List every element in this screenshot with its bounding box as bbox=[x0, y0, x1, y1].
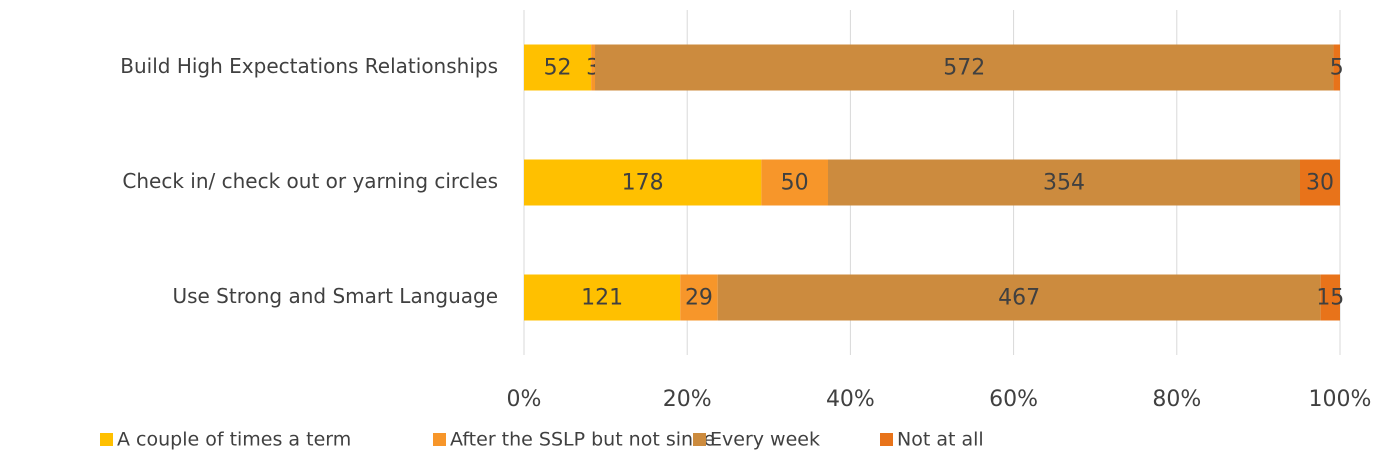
data-label: 572 bbox=[943, 56, 985, 81]
data-label: 15 bbox=[1316, 286, 1344, 311]
bar-segment bbox=[1333, 44, 1340, 91]
data-label: 121 bbox=[581, 286, 623, 311]
bar-segment bbox=[717, 274, 1321, 321]
data-label: 5 bbox=[1330, 56, 1344, 81]
y-tick-label: Use Strong and Smart Language bbox=[172, 284, 498, 308]
data-label: 30 bbox=[1306, 171, 1334, 196]
legend-swatch bbox=[433, 433, 446, 446]
x-tick-label: 40% bbox=[826, 387, 875, 412]
bar-segment bbox=[1320, 274, 1340, 321]
legend-label: A couple of times a term bbox=[117, 429, 351, 451]
legend-swatch bbox=[693, 433, 706, 446]
x-tick-label: 0% bbox=[507, 387, 542, 412]
x-tick-label: 80% bbox=[1152, 387, 1201, 412]
x-tick-label: 100% bbox=[1309, 387, 1372, 412]
legend-label: Not at all bbox=[897, 429, 984, 451]
bar-segment bbox=[591, 44, 596, 91]
legend-label: After the SSLP but not since bbox=[450, 429, 715, 451]
bar-segment bbox=[524, 44, 592, 91]
data-label: 50 bbox=[781, 171, 809, 196]
x-tick-label: 20% bbox=[663, 387, 712, 412]
data-label: 467 bbox=[998, 286, 1040, 311]
y-tick-label: Check in/ check out or yarning circles bbox=[122, 169, 498, 193]
legend-swatch bbox=[880, 433, 893, 446]
data-label: 52 bbox=[544, 56, 572, 81]
bar-segment bbox=[761, 159, 828, 206]
legend-swatch bbox=[100, 433, 113, 446]
y-tick-label: Build High Expectations Relationships bbox=[120, 54, 498, 78]
legend-label: Every week bbox=[710, 429, 820, 451]
bar-segment bbox=[680, 274, 718, 321]
x-tick-label: 60% bbox=[989, 387, 1038, 412]
data-label: 178 bbox=[622, 171, 664, 196]
bar-segment bbox=[828, 159, 1300, 206]
data-label: 354 bbox=[1043, 171, 1085, 196]
bar-segment bbox=[524, 159, 762, 206]
data-label: 29 bbox=[685, 286, 713, 311]
bar-segment bbox=[524, 274, 681, 321]
bar-segment bbox=[595, 44, 1334, 91]
bar-segment bbox=[1300, 159, 1340, 206]
